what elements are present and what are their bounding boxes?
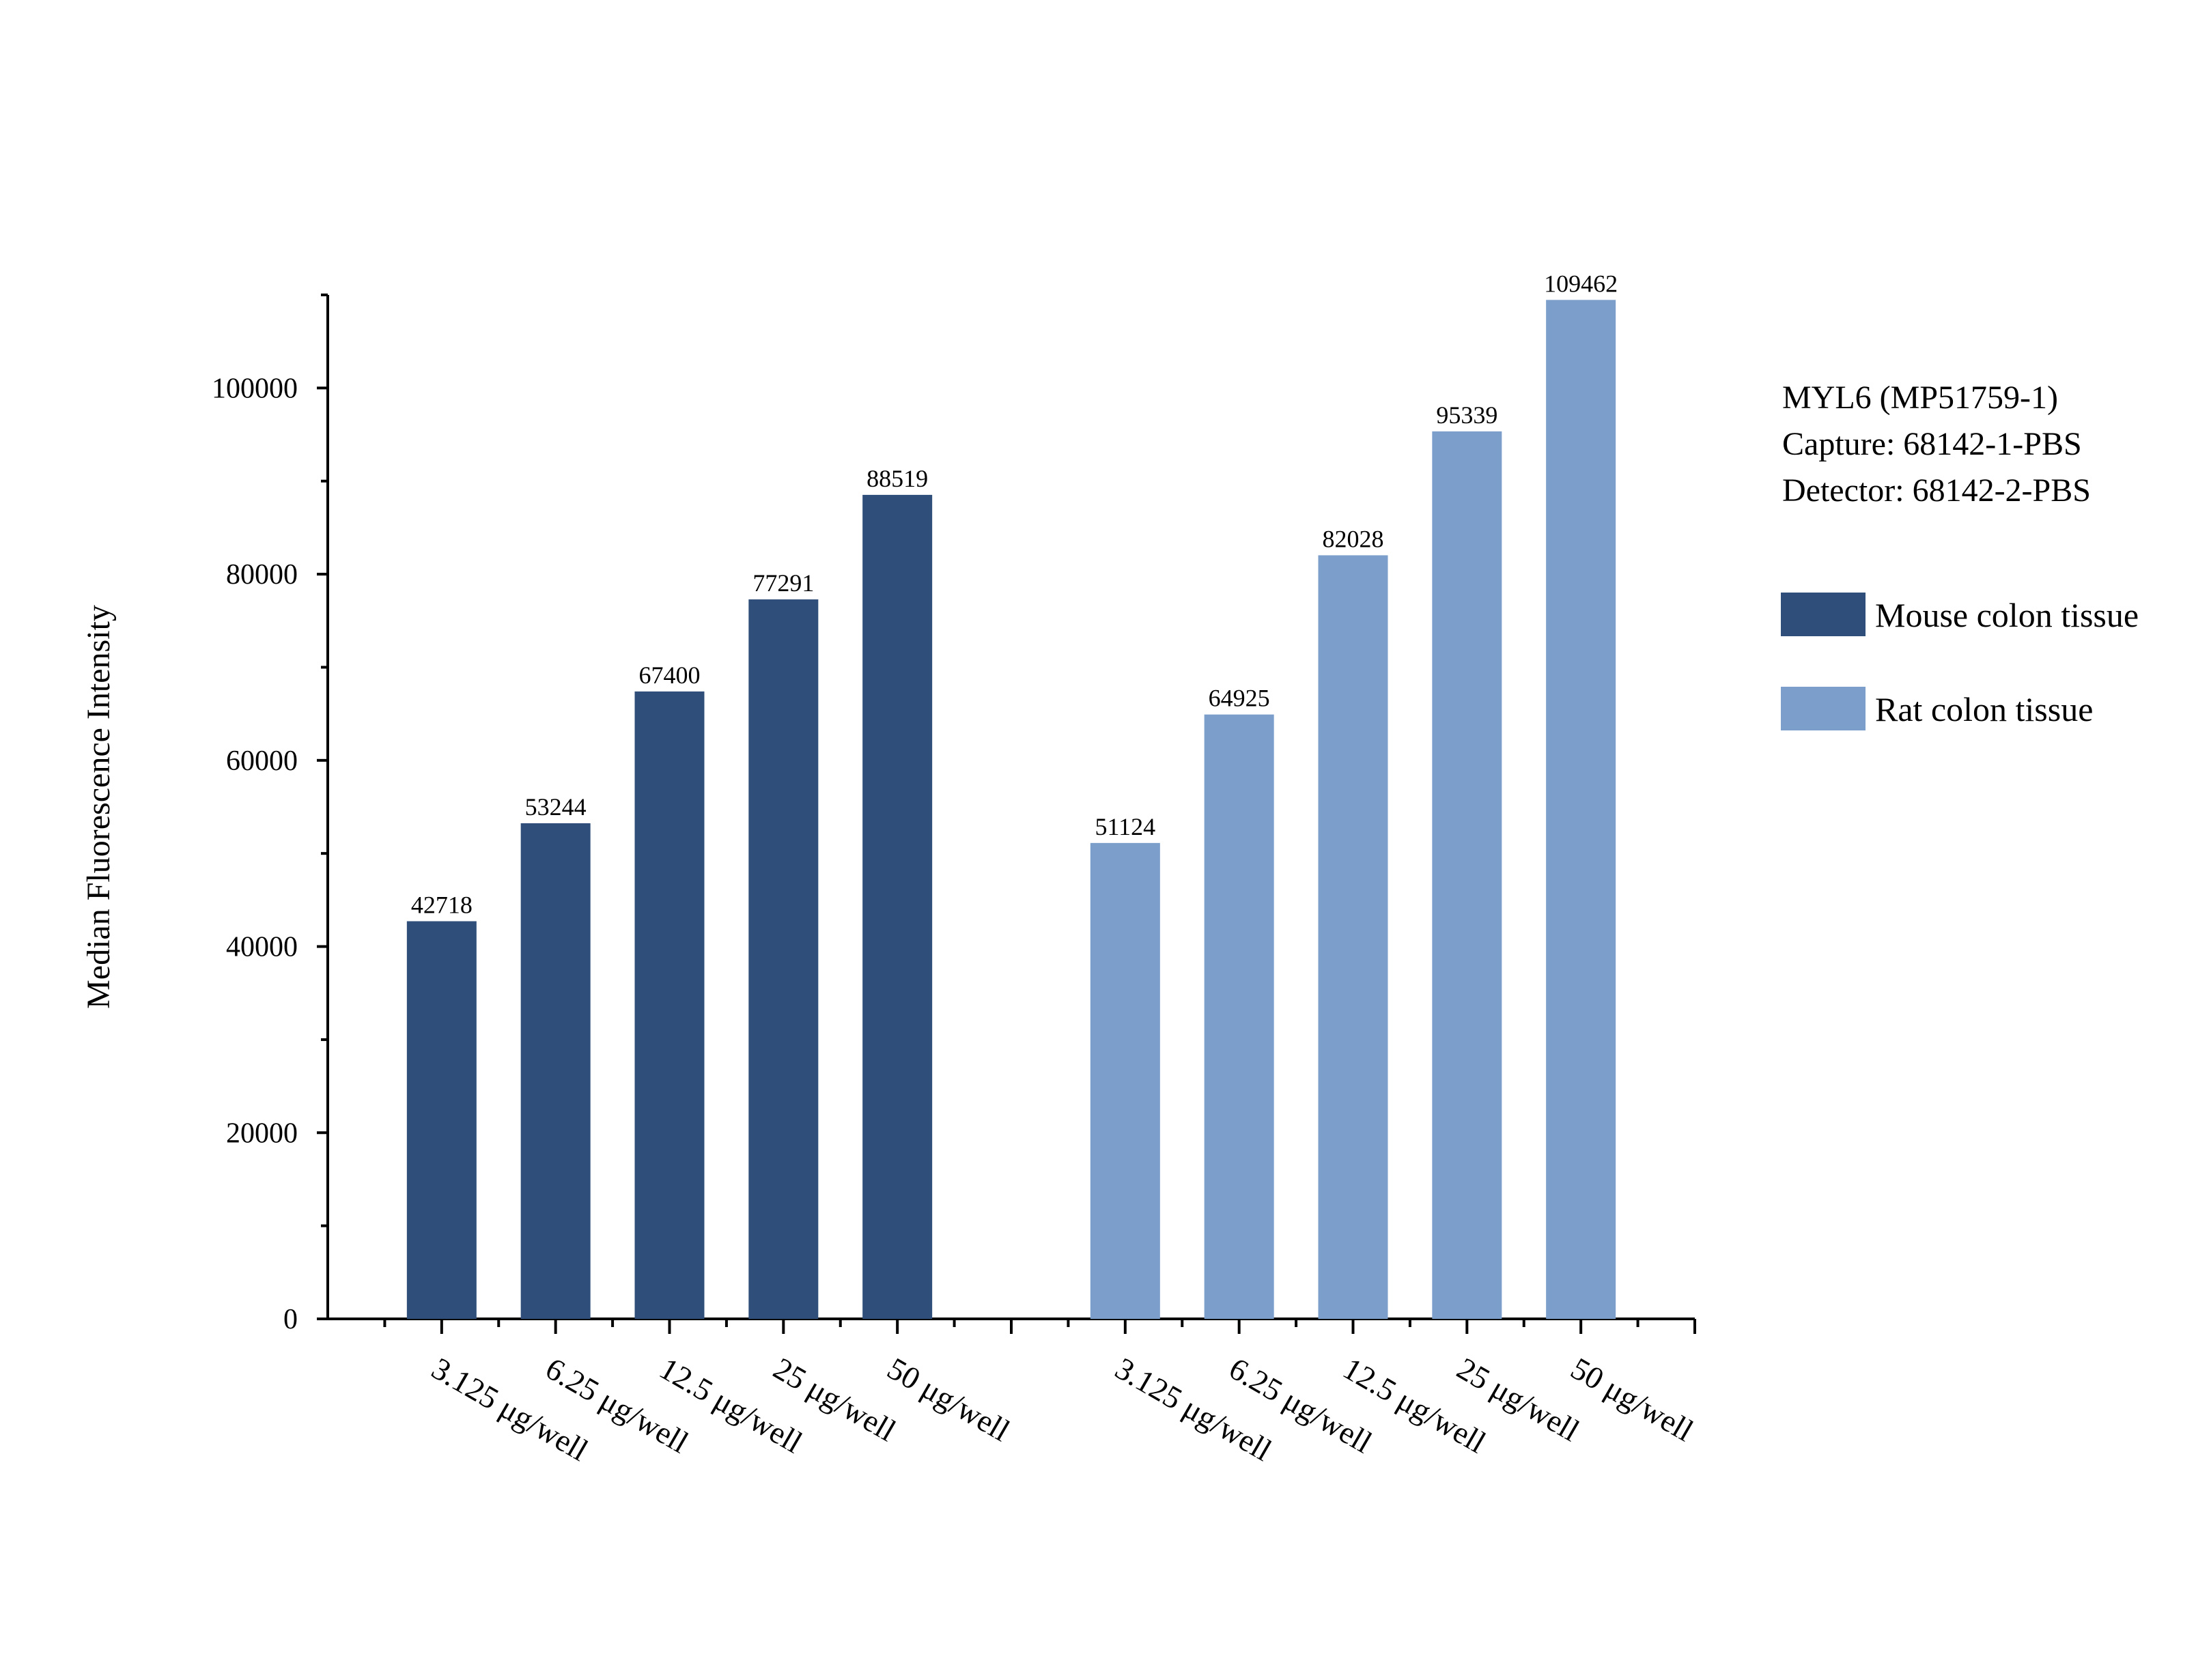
y-tick-label: 20000 xyxy=(226,1117,298,1149)
legend-label-rat: Rat colon tissue xyxy=(1875,690,2093,728)
bar xyxy=(1318,555,1388,1320)
bar-value-label: 51124 xyxy=(1095,813,1155,840)
annotation-line: Detector: 68142-2-PBS xyxy=(1782,472,2091,509)
y-tick-label: 100000 xyxy=(212,373,298,404)
bar-value-label: 67400 xyxy=(639,661,701,689)
bar xyxy=(748,599,819,1320)
legend-swatch-rat xyxy=(1781,687,1866,730)
bar-value-label: 77291 xyxy=(752,569,814,597)
bar xyxy=(634,691,705,1319)
bar xyxy=(1432,431,1502,1319)
bar xyxy=(520,823,591,1319)
bar-value-label: 88519 xyxy=(867,465,928,492)
legend-swatch-mouse xyxy=(1781,593,1866,636)
annotation-line: Capture: 68142-1-PBS xyxy=(1782,426,2082,462)
x-tick-label: 50 μg/well xyxy=(1565,1350,1699,1448)
bar-value-label: 95339 xyxy=(1436,401,1497,429)
bar-value-label: 109462 xyxy=(1544,270,1618,297)
bar xyxy=(1546,300,1616,1319)
y-tick-label: 0 xyxy=(283,1304,298,1335)
bars xyxy=(406,300,1616,1320)
bar xyxy=(1090,842,1160,1319)
annotation-line: MYL6 (MP51759-1) xyxy=(1782,380,2058,416)
x-tick-label: 50 μg/well xyxy=(882,1350,1015,1448)
bar-value-label: 82028 xyxy=(1323,525,1384,552)
y-tick-label: 40000 xyxy=(226,932,298,963)
bar xyxy=(1204,714,1274,1319)
bar-value-label: 53244 xyxy=(525,793,587,821)
y-tick-label: 60000 xyxy=(226,745,298,777)
legend: Mouse colon tissue Rat colon tissue xyxy=(1781,593,2139,730)
y-axis-title: Median Fluorescence Intensity xyxy=(81,605,117,1009)
chart-annotation: MYL6 (MP51759-1) Capture: 68142-1-PBS De… xyxy=(1782,380,2091,509)
bar xyxy=(406,921,477,1319)
bar xyxy=(862,494,933,1319)
legend-label-mouse: Mouse colon tissue xyxy=(1875,596,2139,634)
y-tick-label: 80000 xyxy=(226,559,298,590)
bar-value-label: 64925 xyxy=(1209,685,1270,712)
bar-value-label: 42718 xyxy=(411,891,473,918)
